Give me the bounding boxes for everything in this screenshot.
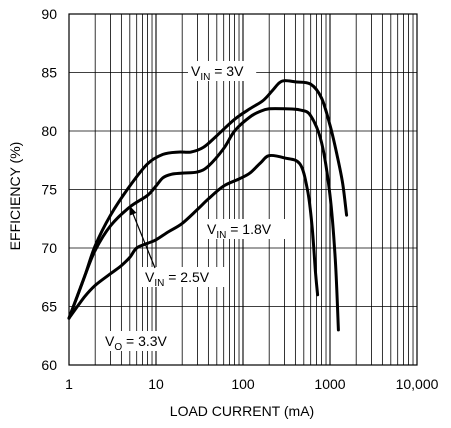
annotation-arrowhead	[129, 205, 137, 216]
y-tick-label: 70	[41, 240, 57, 256]
y-tick-label: 85	[41, 65, 57, 81]
annotation-layer: VIN = 3V VIN = 1.8V VIN = 2.5V VO = 3.3V	[102, 61, 289, 353]
y-axis-label: EFFICIENCY (%)	[7, 142, 23, 251]
x-axis-label: LOAD CURRENT (mA)	[170, 403, 314, 419]
y-tick-label: 75	[41, 182, 57, 198]
tick-label-layer: 1 10 100 1000 10,000 60 65 70 75 80 85 90	[41, 6, 438, 392]
annotation-vin-2-5v: VIN = 2.5V	[145, 269, 210, 289]
series-vin-2-5v-line	[67, 107, 340, 332]
annotation-background	[142, 267, 227, 287]
series-layer	[67, 79, 349, 332]
y-tick-label: 90	[41, 6, 57, 22]
annotation-arrow-line	[129, 205, 156, 269]
y-tick-label: 65	[41, 299, 57, 315]
annotation-background	[204, 219, 289, 239]
series-vin-1-8v-line	[67, 153, 320, 320]
y-tick-label: 80	[41, 123, 57, 139]
annotation-vo-3-3v: VO = 3.3V	[105, 333, 168, 353]
annotation-vin-3v: VIN = 3V	[191, 63, 244, 83]
annotation-background	[188, 61, 257, 81]
x-tick-label: 100	[231, 376, 255, 392]
y-tick-label: 60	[41, 357, 57, 373]
x-tick-label: 1000	[314, 376, 345, 392]
series-vin-3v-line	[67, 79, 349, 320]
x-tick-label: 10,000	[396, 376, 439, 392]
x-tick-label: 10	[148, 376, 164, 392]
annotation-background	[102, 331, 181, 351]
annotation-vin-1-8v: VIN = 1.8V	[207, 221, 272, 241]
x-tick-label: 1	[65, 376, 73, 392]
